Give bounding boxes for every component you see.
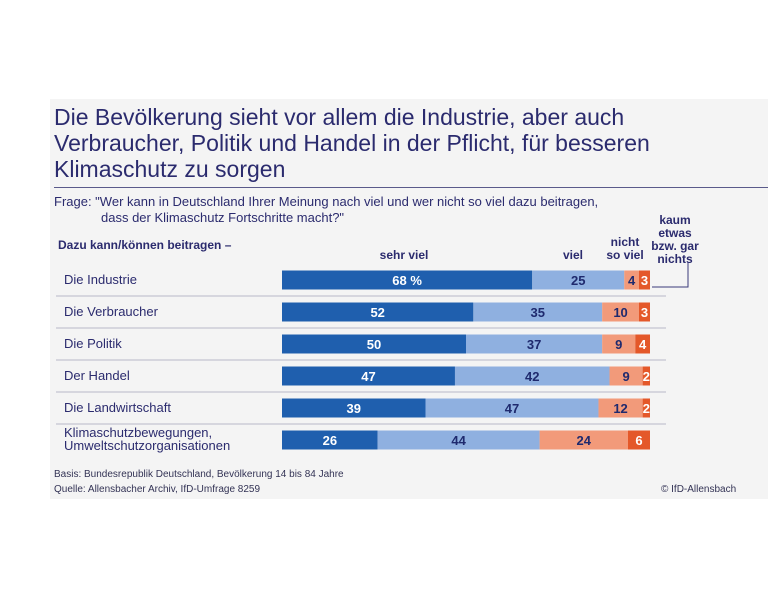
question-line-1: Frage: "Wer kann in Deutschland Ihrer Me… — [54, 194, 599, 209]
data-label: 2 — [643, 401, 650, 416]
bar-segment-kaum-etwas-bzw-gar-nichts — [635, 334, 650, 354]
bar-segment-viel — [473, 302, 603, 322]
bar-segment-nicht-so-viel — [602, 334, 636, 354]
bar-segment-sehr-viel — [282, 334, 466, 354]
data-label: 42 — [525, 369, 539, 384]
series-header-4: nichts — [657, 252, 693, 266]
series-header-4: kaum — [659, 213, 690, 227]
bar-segment-viel — [466, 334, 603, 354]
legend-leader-line — [652, 262, 689, 288]
data-label: 10 — [613, 305, 627, 320]
bar-segment-nicht-so-viel — [624, 270, 639, 290]
bar-segment-kaum-etwas-bzw-gar-nichts — [627, 430, 650, 450]
bar-segment-sehr-viel — [282, 430, 378, 450]
category-label: Die Verbraucher — [64, 304, 159, 319]
data-label: 37 — [527, 337, 541, 352]
bar-segment-nicht-so-viel — [602, 302, 639, 322]
series-header-4: etwas — [658, 226, 692, 240]
data-label: 50 — [367, 337, 381, 352]
data-label: 68 % — [392, 273, 422, 288]
bar-segment-sehr-viel — [282, 398, 426, 418]
series-header-4: bzw. gar — [651, 239, 699, 253]
bar-segment-viel — [377, 430, 540, 450]
data-label: 52 — [370, 305, 384, 320]
bar-segment-sehr-viel — [282, 366, 455, 386]
bar-segment-nicht-so-viel — [609, 366, 643, 386]
data-label: 9 — [622, 369, 629, 384]
data-label: 6 — [635, 433, 642, 448]
data-label: 44 — [451, 433, 466, 448]
category-label: Die Industrie — [64, 272, 137, 287]
bar-segment-kaum-etwas-bzw-gar-nichts — [642, 398, 650, 418]
data-label: 3 — [641, 273, 648, 288]
data-label: 35 — [531, 305, 545, 320]
data-label: 9 — [615, 337, 622, 352]
category-label: Die Landwirtschaft — [64, 400, 171, 415]
bar-segment-kaum-etwas-bzw-gar-nichts — [638, 302, 650, 322]
category-label: Der Handel — [64, 368, 130, 383]
data-label: 25 — [571, 273, 585, 288]
series-header-1: sehr viel — [380, 248, 429, 262]
data-label: 3 — [641, 305, 648, 320]
bar-segment-kaum-etwas-bzw-gar-nichts — [642, 366, 650, 386]
title-divider — [54, 187, 768, 188]
bar-segment-viel — [425, 398, 599, 418]
bar-segment-sehr-viel — [282, 302, 474, 322]
category-label: Umweltschutzorganisationen — [64, 438, 230, 453]
footer-copyright: © IfD-Allensbach — [661, 484, 737, 495]
data-label: 4 — [628, 273, 636, 288]
data-label: 24 — [577, 433, 592, 448]
data-label: 47 — [505, 401, 519, 416]
bar-segment-kaum-etwas-bzw-gar-nichts — [638, 270, 650, 290]
data-label: 39 — [347, 401, 361, 416]
data-label: 2 — [643, 369, 650, 384]
survey-question: Frage: "Wer kann in Deutschland Ihrer Me… — [54, 194, 598, 226]
question-line-2: dass der Klimaschutz Fortschritte macht?… — [101, 210, 345, 225]
bar-segment-sehr-viel — [282, 270, 533, 290]
data-label: 12 — [613, 401, 627, 416]
series-header-3: nicht — [611, 235, 640, 249]
category-label: Die Politik — [64, 336, 122, 351]
data-label: 4 — [639, 337, 647, 352]
series-header-3: so viel — [606, 248, 643, 262]
data-label: 47 — [361, 369, 375, 384]
bar-segment-viel — [454, 366, 610, 386]
footer-basis: Basis: Bundesrepublik Deutschland, Bevöl… — [54, 469, 344, 480]
chart-title: Die Bevölkerung sieht vor allem die Indu… — [54, 104, 650, 182]
series-header-2: viel — [563, 248, 583, 262]
row-header: Dazu kann/können beitragen – — [58, 238, 232, 252]
bar-segment-nicht-so-viel — [539, 430, 628, 450]
data-label: 26 — [323, 433, 337, 448]
bar-segment-nicht-so-viel — [598, 398, 643, 418]
bar-segment-viel — [532, 270, 625, 290]
footer-source: Quelle: Allensbacher Archiv, IfD-Umfrage… — [54, 484, 261, 495]
category-label: Klimaschutzbewegungen, — [64, 425, 212, 440]
